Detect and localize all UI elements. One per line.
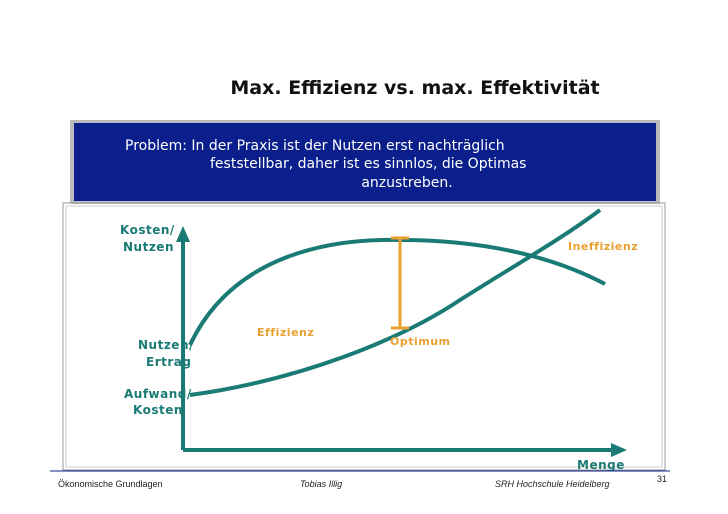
y-axis-label: Kosten/ [120,223,175,237]
y-axis-label: Nutzen [123,240,174,254]
optimum-bar [391,236,409,330]
cost-curve [189,208,602,397]
benefit-label: Ertrag [146,355,191,369]
diagram-lines [181,208,612,452]
y-arrow [176,226,190,242]
problem-line: anzustreben. [361,175,452,191]
problem-box [74,123,656,201]
footer-left: Ökonomische Grundlagen [58,479,163,489]
x-axis-label: Menge [577,458,625,472]
cost-label: Aufwand/ [124,387,192,401]
x-arrow [611,443,627,457]
benefit-label: Nutzen/ [138,338,194,352]
problem-line: Problem: In der Praxis ist der Nutzen er… [125,138,505,154]
cost-label: Kosten [133,403,183,417]
diagram-frame-inner [65,205,663,468]
efficiency-label: Effizienz [257,326,314,339]
footer-right: SRH Hochschule Heidelberg [495,479,610,489]
page-number: 31 [657,474,667,484]
inefficiency-label: Ineffizienz [568,240,638,253]
title: Max. Effizienz vs. max. Effektivität [230,77,599,99]
problem-line: feststellbar, daher ist es sinnlos, die … [210,156,526,172]
optimum-label: Optimum [390,335,451,348]
diagram-frame [62,202,666,471]
footer-center: Tobias Illig [300,479,342,489]
